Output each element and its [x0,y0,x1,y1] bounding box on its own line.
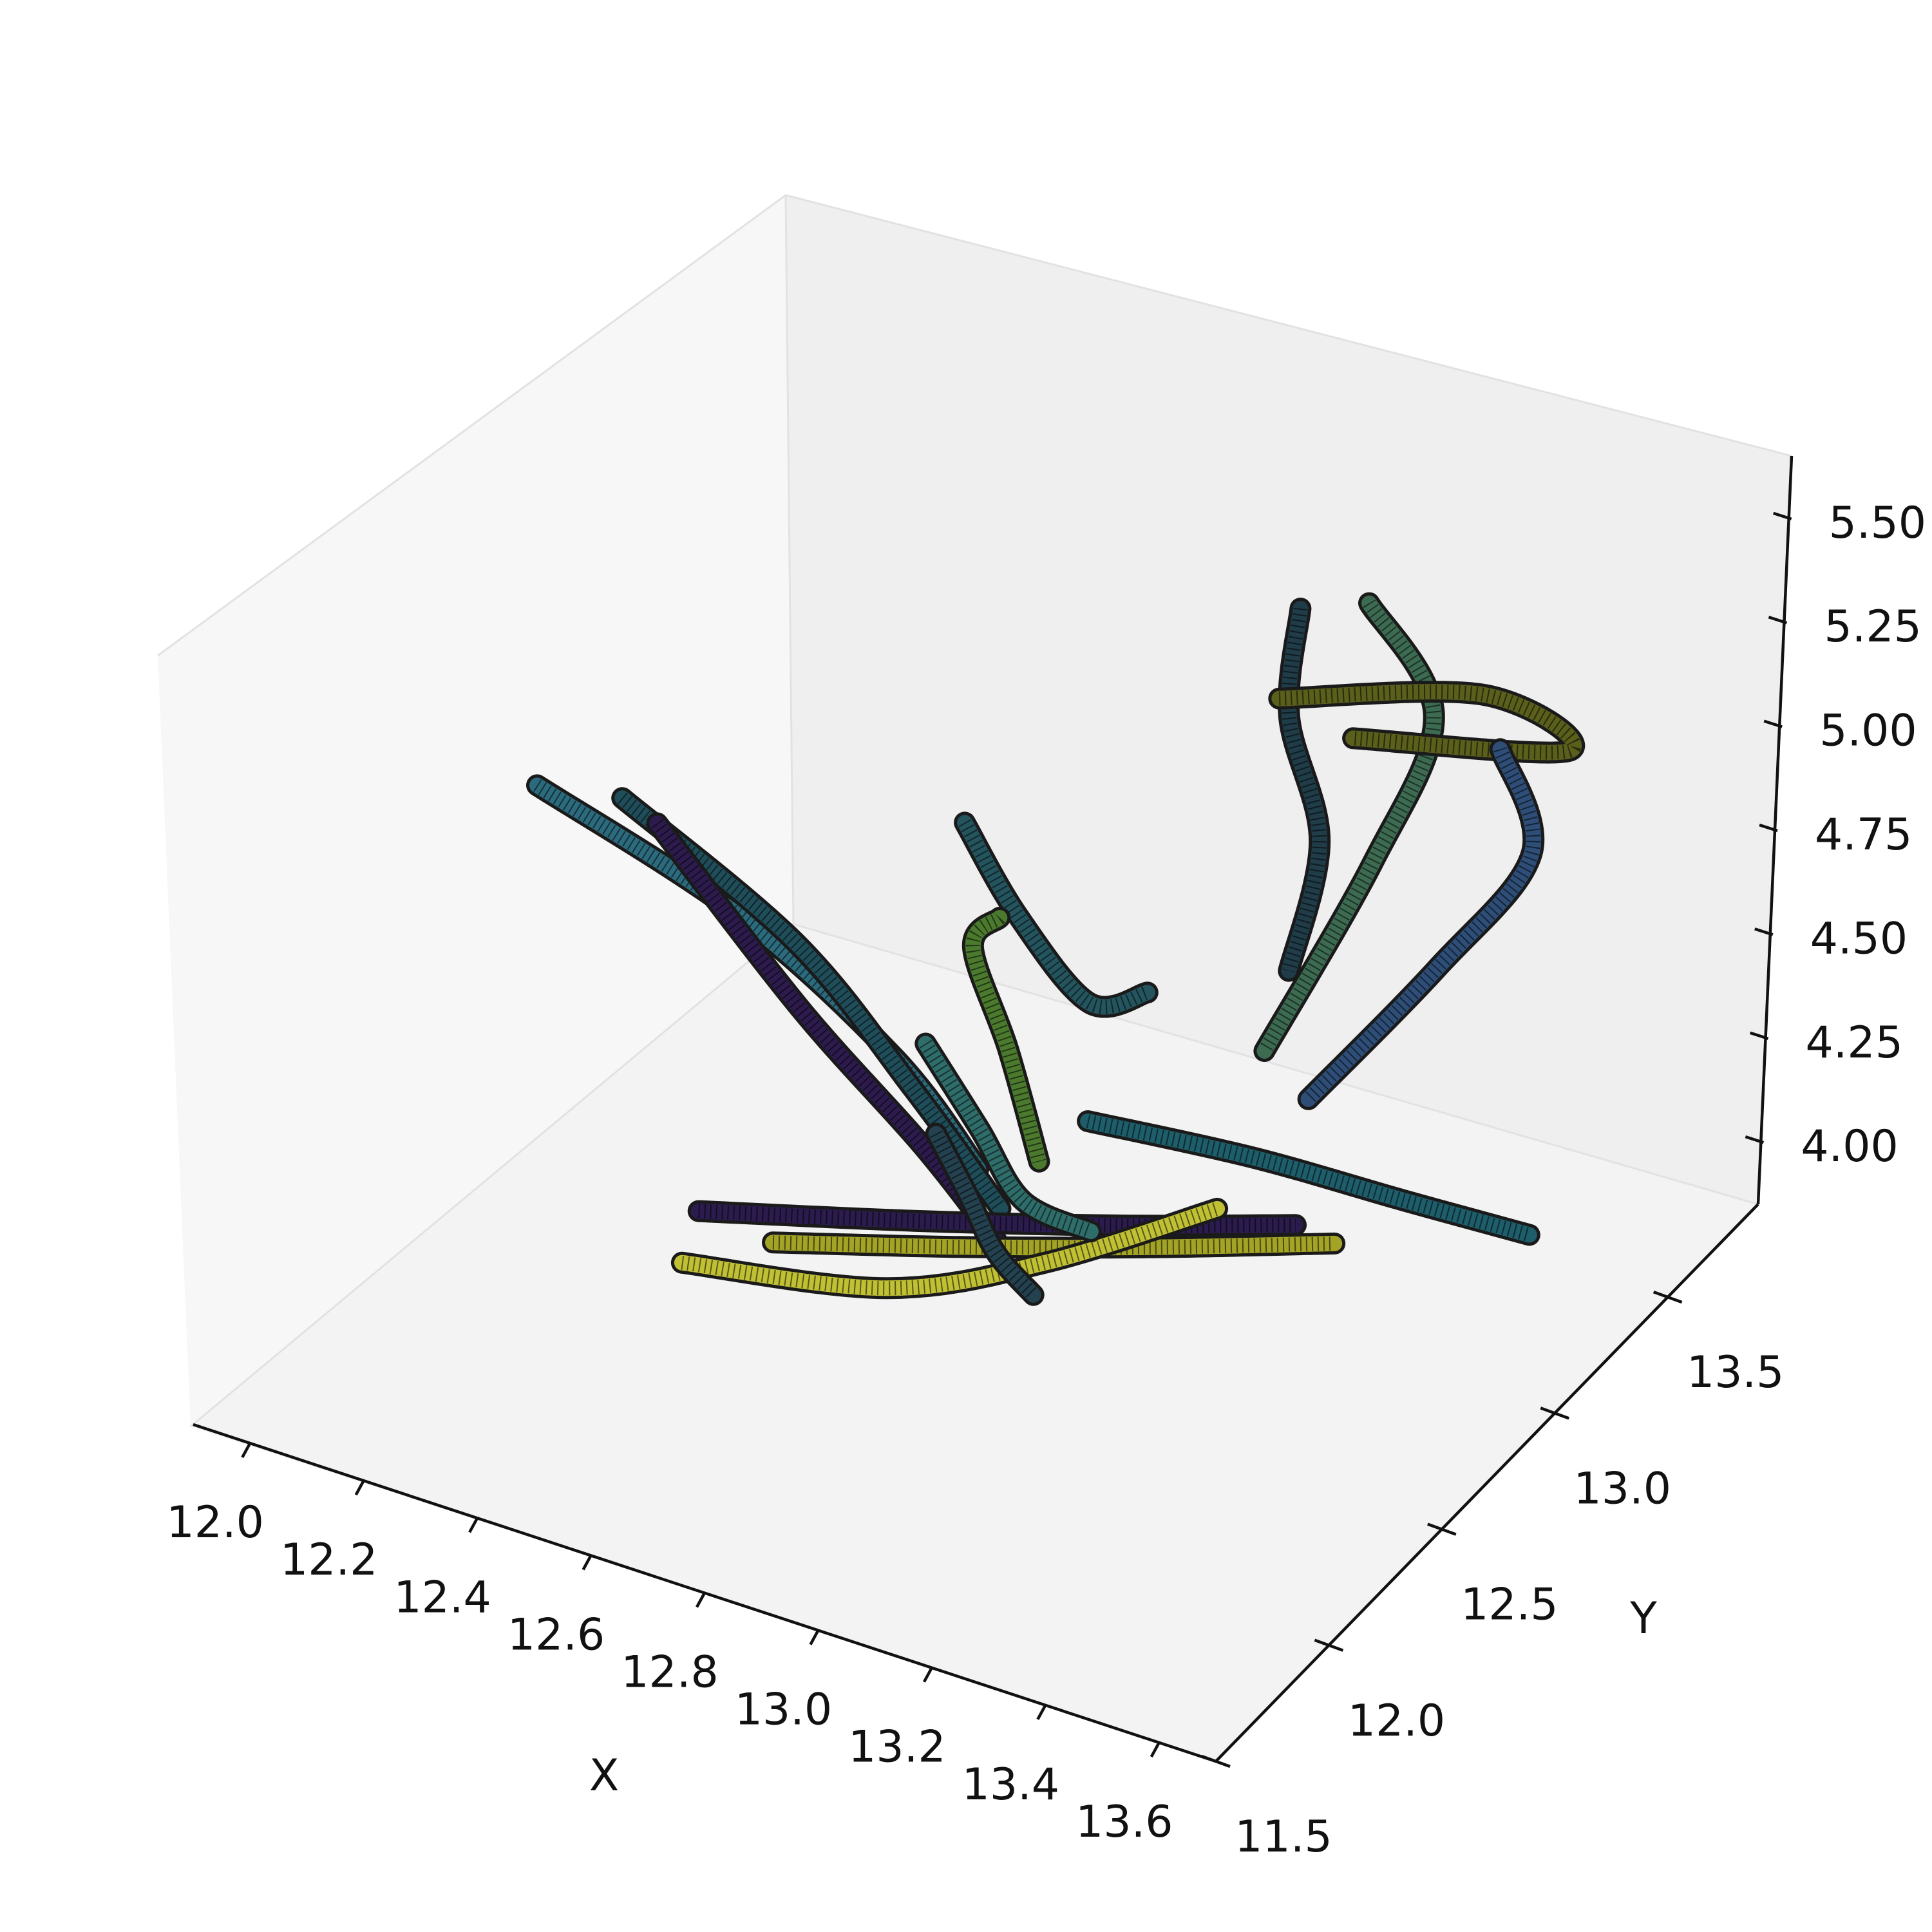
trajectory-tube-10 [1077,1110,1540,1246]
tube-body [1256,595,1442,1059]
tube-body [674,1200,1226,1296]
tube-facets [1279,685,1582,760]
x-tick-mark [1036,1704,1047,1720]
tube-body [765,1235,1343,1256]
trajectory-tube-9 [1297,738,1545,1110]
z-tick-mark [1768,616,1788,625]
y-tick-label: 13.5 [1687,1347,1784,1398]
x-tick-label: 12.6 [507,1609,605,1660]
x-tick-mark [582,1555,592,1571]
z-tick-mark [1763,719,1783,728]
x-axis-label: X [589,1750,620,1801]
x-tick-label: 13.2 [848,1722,945,1773]
x-tick-label: 12.4 [393,1572,491,1623]
x-tick-label: 12.8 [621,1647,718,1698]
pane-edge-floor [190,923,1759,1428]
x-axis-ticks: 12.0 12.2 12.4 12.6 12.8 13.0 13.2 13.4 13.6 [167,1442,1173,1848]
trajectory-tube-8 [1268,681,1586,764]
x-tick-mark [241,1442,252,1459]
x-tick-mark [696,1592,706,1608]
y-tick-mark [1314,1638,1344,1652]
x-tick-label: 13.0 [735,1685,832,1736]
tube-facets [965,912,1046,1164]
trajectory-tube-12 [687,1200,1307,1237]
y-tick-label: 12.0 [1348,1696,1445,1747]
z-tick-label: 4.00 [1801,1121,1898,1172]
tube-body [928,1126,1041,1303]
z-tick-mark [1749,1031,1769,1040]
trajectory-tube-5 [961,907,1050,1173]
left-pane [158,195,793,1426]
tube-body [1300,741,1542,1107]
z-tick-mark [1772,511,1792,520]
y-tick-mark [1201,1754,1231,1768]
tube-facets [1282,607,1327,973]
trajectory-tube-14 [914,1032,1102,1243]
trajectory-tube-7 [1253,592,1445,1062]
z-tick-label: 5.25 [1824,601,1921,652]
tube-facets [919,1039,1094,1238]
x-tick-label: 13.6 [1075,1797,1173,1848]
x-tick-mark [468,1517,479,1533]
trajectory-tube-11 [762,1231,1346,1259]
z-tick-label: 4.75 [1815,810,1912,860]
x-tick-mark [922,1667,933,1683]
trajectory-tube-4 [954,811,1159,1018]
tube-facets [533,779,985,1173]
y-tick-label: 11.5 [1235,1812,1332,1862]
z-tick-mark [1754,927,1774,936]
trajectory-tube-13 [670,1197,1229,1300]
x-tick-label: 12.2 [280,1535,377,1586]
trajectory-tube-15 [925,1122,1045,1306]
z-tick-label: 4.50 [1810,913,1908,964]
x-tick-label: 12.0 [167,1497,264,1548]
y-tick-mark [1427,1522,1457,1536]
y-tick-mark [1540,1406,1570,1420]
z-tick-mark [1745,1135,1765,1144]
y-tick-label: 13.0 [1574,1463,1671,1514]
z-tick-label: 4.25 [1806,1018,1903,1068]
z-tick-mark [1759,823,1778,833]
tube-facets [958,819,1150,1014]
trajectory-tube-6 [1278,598,1331,982]
z-tick-label: 5.00 [1819,706,1917,757]
x-tick-mark [1150,1741,1160,1758]
y-tick-label: 12.5 [1461,1580,1558,1631]
tube-body [1080,1113,1537,1243]
y-tick-mark [1653,1291,1683,1304]
z-axis-ticks: 4.00 4.25 4.50 4.75 5.00 5.25 5.50 [1745,498,1926,1172]
x-tick-mark [809,1629,820,1645]
tube-facets [698,1204,1296,1233]
axes: 12.0 12.2 12.4 12.6 12.8 13.0 13.2 13.4 13.6 11.… [167,455,1926,1862]
trajectory-tubes [526,592,1586,1306]
x-tick-label: 13.4 [962,1759,1059,1810]
tube-facets [772,1235,1335,1255]
z-tick-label: 5.50 [1829,498,1926,549]
pane-edge-vertical [784,194,795,925]
y-axis-ticks: 11.5 12.0 12.5 13.0 13.5 [1201,1291,1784,1862]
y-axis-label: Y [1629,1593,1657,1644]
x-tick-mark [354,1480,365,1496]
